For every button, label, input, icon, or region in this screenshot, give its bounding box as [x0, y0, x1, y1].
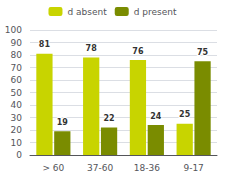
- svg-text:30: 30: [11, 113, 23, 123]
- svg-text:50: 50: [11, 88, 23, 98]
- svg-text:> 60: > 60: [42, 163, 64, 173]
- svg-text:37-60: 37-60: [87, 163, 113, 173]
- svg-text:40: 40: [11, 100, 23, 110]
- svg-text:d present: d present: [134, 7, 177, 17]
- svg-text:70: 70: [11, 63, 23, 73]
- svg-text:75: 75: [197, 48, 209, 57]
- svg-text:10: 10: [11, 138, 23, 148]
- svg-text:22: 22: [103, 114, 114, 123]
- svg-text:9-17: 9-17: [183, 163, 203, 173]
- svg-text:90: 90: [11, 38, 23, 48]
- svg-text:24: 24: [150, 112, 162, 121]
- svg-text:18-36: 18-36: [134, 163, 160, 173]
- svg-text:81: 81: [39, 40, 51, 49]
- svg-text:100: 100: [5, 25, 22, 35]
- svg-text:19: 19: [57, 118, 69, 127]
- svg-text:d absent: d absent: [67, 7, 107, 17]
- svg-text:25: 25: [179, 110, 191, 119]
- svg-text:60: 60: [11, 75, 23, 85]
- svg-text:80: 80: [11, 50, 23, 60]
- svg-text:0: 0: [16, 150, 22, 160]
- svg-text:78: 78: [86, 44, 98, 53]
- svg-text:76: 76: [132, 47, 144, 56]
- svg-text:20: 20: [11, 125, 23, 135]
